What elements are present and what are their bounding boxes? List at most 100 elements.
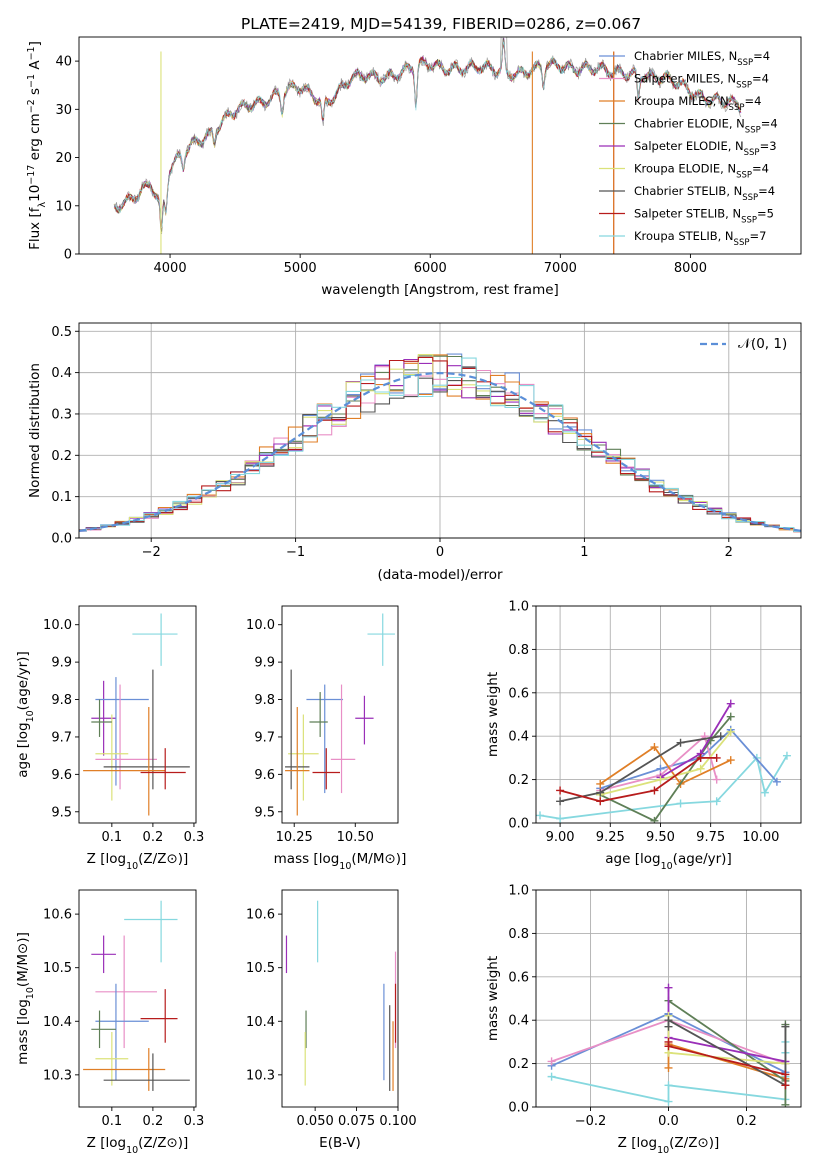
x-tick-label: 10.50 bbox=[337, 830, 374, 845]
plus-marker bbox=[664, 983, 673, 992]
plus-marker bbox=[696, 753, 705, 762]
plus-marker bbox=[726, 699, 735, 708]
mass-vs-Z-axes: 0.1 0.2 0.3 10.3 10.4 10.5 10.6 bbox=[43, 908, 204, 1129]
plus-marker bbox=[596, 788, 605, 797]
y-tick-label: 10.3 bbox=[43, 1068, 72, 1083]
plus-marker bbox=[664, 1081, 673, 1090]
massweight-vs-Z-ylabel: mass weight bbox=[485, 956, 501, 1041]
plot-layer: 4000 5000 6000 7000 8000010203040wavelength … bbox=[15, 36, 802, 1156]
plus-marker bbox=[650, 816, 659, 823]
y-tick-label: 0.4 bbox=[51, 366, 72, 381]
y-tick-label: 0.6 bbox=[508, 970, 529, 985]
y-tick-label: 9.6 bbox=[254, 768, 275, 783]
y-tick-label: 0.0 bbox=[508, 817, 529, 832]
plus-marker bbox=[556, 797, 565, 806]
y-tick-label: 9.7 bbox=[254, 730, 275, 745]
plus-marker bbox=[781, 1022, 790, 1031]
y-tick-label: 0.2 bbox=[508, 773, 529, 788]
legend-label: Kroupa ELODIE, NSSP=4 bbox=[634, 162, 769, 181]
histogram-ylabel: Normed distribution bbox=[27, 363, 43, 498]
x-tick-label: 6000 bbox=[414, 261, 447, 276]
plus-marker bbox=[712, 797, 721, 806]
plus-marker bbox=[772, 777, 781, 786]
plus-marker bbox=[716, 732, 725, 741]
y-tick-label: 0.4 bbox=[508, 730, 529, 745]
plus-marker bbox=[664, 1063, 673, 1072]
x-tick-label: −2 bbox=[142, 545, 161, 560]
spectrum-frame bbox=[78, 36, 802, 255]
plus-marker bbox=[712, 753, 721, 762]
y-tick-label: 0.0 bbox=[51, 532, 72, 547]
plus-marker bbox=[650, 743, 659, 752]
y-tick-label: 0.6 bbox=[508, 686, 529, 701]
y-tick-label: 0.8 bbox=[508, 927, 529, 942]
y-tick-label: 9.7 bbox=[51, 730, 72, 745]
mass-vs-Z-errorbars bbox=[83, 900, 190, 1091]
model-spectrum-line bbox=[114, 41, 741, 231]
spectrum-lines bbox=[113, 37, 742, 254]
figure-title: PLATE=2419, MJD=54139, FIBERID=0286, z=0… bbox=[241, 15, 641, 33]
mass-vs-EBV-xlabel: E(B-V) bbox=[319, 1135, 361, 1151]
legend-label: Salpeter ELODIE, NSSP=3 bbox=[634, 139, 777, 158]
y-tick-label: 10.4 bbox=[43, 1015, 72, 1030]
y-tick-label: 0.2 bbox=[51, 449, 72, 464]
legend-label: Salpeter STELIB, NSSP=5 bbox=[634, 207, 774, 226]
plus-marker bbox=[664, 1097, 673, 1106]
x-tick-label: 2 bbox=[725, 545, 733, 560]
y-tick-label: 10 bbox=[55, 199, 72, 214]
y-tick-label: 10.0 bbox=[43, 618, 72, 633]
spectrum-ylabel: Flux [fλ10−17 erg cm−2 s−1 A−1] bbox=[26, 41, 48, 250]
plus-marker bbox=[536, 811, 545, 820]
legend-label: Chabrier ELODIE, NSSP=4 bbox=[634, 117, 778, 136]
spectrum-xlabel: wavelength [Angstrom, rest frame] bbox=[321, 282, 559, 298]
x-tick-label: 0.1 bbox=[101, 1114, 122, 1129]
mass-weight-line bbox=[599, 745, 732, 786]
plus-marker bbox=[596, 797, 605, 806]
legend-label: Chabrier STELIB, NSSP=4 bbox=[634, 184, 775, 203]
age-vs-Z-errorbars bbox=[83, 613, 190, 816]
legend-label: Kroupa STELIB, NSSP=7 bbox=[634, 229, 766, 248]
spectrum-legend: Chabrier MILES, NSSP=4 Salpeter MILES, NS… bbox=[599, 49, 778, 248]
y-tick-label: 9.6 bbox=[51, 768, 72, 783]
y-tick-label: 40 bbox=[55, 55, 72, 70]
x-tick-label: 0.3 bbox=[184, 1114, 205, 1129]
massweight-vs-Z-lines bbox=[547, 983, 790, 1107]
y-tick-label: 10.6 bbox=[43, 908, 72, 923]
y-tick-label: 10.5 bbox=[246, 961, 275, 976]
massweight-vs-age-lines bbox=[536, 699, 791, 823]
x-tick-label: 4000 bbox=[154, 261, 187, 276]
plus-marker bbox=[781, 1100, 790, 1107]
mass-weight-line bbox=[599, 716, 732, 822]
histogram-frame bbox=[78, 322, 802, 539]
age-vs-mass-axes: 10.25 10.50 9.5 9.6 9.7 9.8 9.9 10.0 bbox=[246, 618, 374, 845]
massweight-vs-age-ylabel: mass weight bbox=[485, 672, 501, 757]
legend-label: Kroupa MILES, NSSP=4 bbox=[634, 94, 761, 113]
y-tick-label: 10.3 bbox=[246, 1068, 275, 1083]
plus-marker bbox=[656, 775, 665, 784]
age-vs-mass-errorbars bbox=[285, 613, 395, 816]
x-tick-label: 0.2 bbox=[143, 1114, 164, 1129]
plus-marker bbox=[726, 756, 735, 765]
age-vs-Z-axes: 0.1 0.2 0.3 9.5 9.6 9.7 9.8 9.9 10.0 bbox=[43, 618, 204, 845]
massweight-vs-age-frame bbox=[535, 605, 802, 824]
y-tick-label: 1.0 bbox=[508, 884, 529, 899]
plus-marker bbox=[664, 1016, 673, 1025]
x-tick-label: 5000 bbox=[284, 261, 317, 276]
mass-vs-Z-ylabel: mass [log10(M/M⊙)] bbox=[15, 932, 36, 1065]
plus-marker bbox=[596, 779, 605, 788]
plus-marker bbox=[712, 775, 721, 784]
x-tick-label: 0.3 bbox=[184, 830, 205, 845]
y-tick-label: 0.4 bbox=[508, 1014, 529, 1029]
mass-vs-EBV-frame bbox=[281, 889, 399, 1108]
plus-marker bbox=[556, 814, 565, 823]
y-tick-label: 20 bbox=[55, 151, 72, 166]
x-tick-label: 0 bbox=[436, 545, 444, 560]
y-tick-label: 0 bbox=[64, 248, 72, 263]
plus-marker bbox=[676, 799, 685, 808]
normal-reference-curve bbox=[79, 371, 801, 532]
x-tick-label: 0.100 bbox=[379, 1114, 416, 1129]
y-tick-label: 10.4 bbox=[246, 1015, 275, 1030]
x-tick-label: 0.0 bbox=[658, 1114, 679, 1129]
x-tick-label: 8000 bbox=[674, 261, 707, 276]
